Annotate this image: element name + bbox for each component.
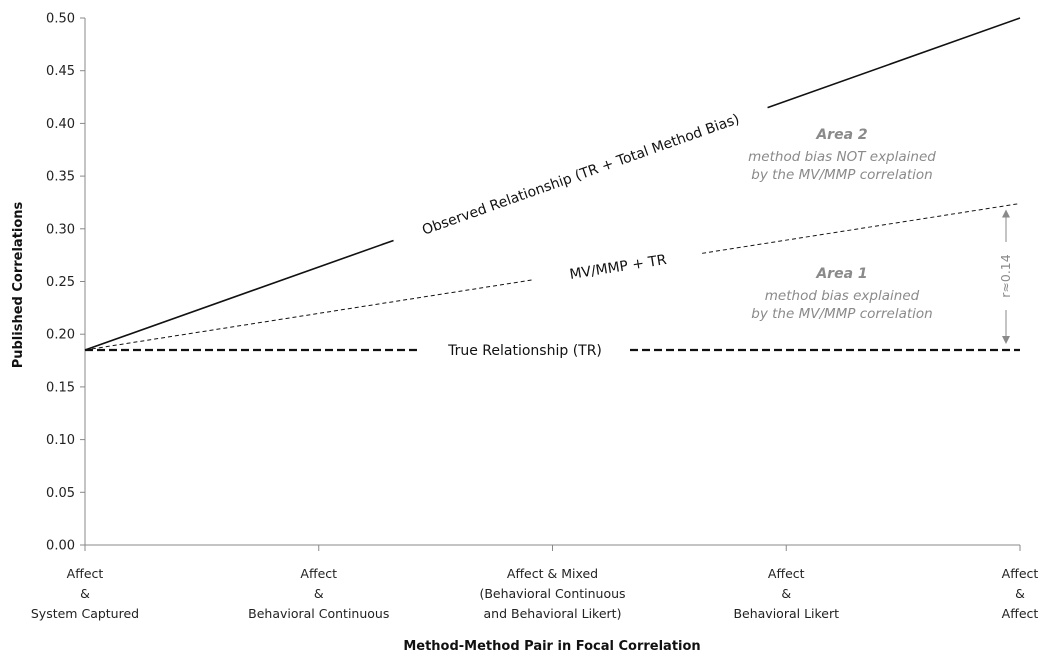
series-observed-segment (84, 239, 394, 351)
y-axis-title: Published Correlations (11, 201, 26, 368)
x-tick-label-line: & (781, 586, 791, 601)
area1-description: by the MV/MMP correlation (751, 306, 932, 322)
gap-label: r≈0.14 (998, 254, 1013, 297)
x-tick-label-line: System Captured (31, 606, 139, 621)
x-tick-label: Affect & Affect (1002, 566, 1039, 621)
y-ticks: 0.00 0.05 0.10 0.15 0.20 0.25 0.30 0.35 0.40 0.45… (46, 12, 85, 554)
area2-description: method bias NOT explained (748, 149, 936, 165)
x-tick-label-line: Behavioral Continuous (248, 606, 389, 621)
area2-title: Area 2 (815, 127, 867, 143)
y-tick-label: 0.15 (46, 380, 75, 395)
y-tick-label: 0.50 (46, 12, 75, 27)
area1-title: Area 1 (815, 266, 867, 282)
area2-description: by the MV/MMP correlation (751, 167, 932, 183)
y-tick-label: 0.00 (46, 539, 75, 554)
y-tick-label: 0.05 (46, 486, 75, 501)
area2-annotation: Area 2 method bias NOT explained by the MV… (748, 127, 936, 183)
y-tick-label: 0.45 (46, 64, 75, 79)
x-tick-label-line: and Behavioral Likert) (484, 606, 622, 621)
x-tick-label-line: Affect & Mixed (507, 566, 598, 581)
gap-arrow-head-up (1002, 209, 1010, 218)
y-tick-label: 0.10 (46, 433, 75, 448)
x-tick-label-line: Behavioral Likert (733, 606, 839, 621)
series-mv-mmp-segment (702, 203, 1021, 254)
x-tick-label-line: & (80, 586, 90, 601)
x-tick-label: Affect & Behavioral Continuous (248, 566, 389, 621)
x-tick-label-line: Affect (300, 566, 337, 581)
series-mv-mmp-segment (84, 279, 534, 351)
x-tick-label: Affect & System Captured (31, 566, 139, 621)
y-tick-label: 0.40 (46, 117, 75, 132)
area1-description: method bias explained (765, 288, 920, 304)
series-mv-mmp-label: MV/MMP + TR (569, 252, 668, 283)
area1-annotation: Area 1 method bias explained by the MV/MMP… (751, 266, 932, 322)
x-ticks: Affect & System Captured Affect & Behavioral … (31, 545, 1039, 621)
x-tick-label-line: & (1015, 586, 1025, 601)
x-tick-label-line: & (314, 586, 324, 601)
gap-arrow: r≈0.14 (998, 209, 1013, 345)
axes (84, 18, 1020, 546)
x-tick-label-line: Affect (1002, 606, 1039, 621)
y-tick-label: 0.35 (46, 170, 75, 185)
y-tick-label: 0.25 (46, 275, 75, 290)
x-tick-label: Affect & Mixed (Behavioral Continuous and … (479, 566, 625, 621)
x-tick-label-line: Affect (67, 566, 104, 581)
series-true-relationship-label: True Relationship (TR) (447, 343, 602, 359)
series-mv-mmp: MV/MMP + TR (84, 203, 1021, 351)
x-tick-label: Affect & Behavioral Likert (733, 566, 839, 621)
series-observed-label: Observed Relationship (TR + Total Method… (420, 111, 742, 238)
x-tick-label-line: Affect (768, 566, 805, 581)
x-axis-title: Method-Method Pair in Focal Correlation (403, 639, 700, 654)
series-true-relationship: True Relationship (TR) (85, 343, 1020, 359)
x-tick-label-line: Affect (1002, 566, 1039, 581)
series-observed-segment (767, 17, 1021, 109)
annotations: Area 2 method bias NOT explained by the MV… (748, 127, 1013, 345)
x-tick-label-line: (Behavioral Continuous (479, 586, 625, 601)
y-tick-label: 0.20 (46, 328, 75, 343)
y-tick-label: 0.30 (46, 222, 75, 237)
gap-arrow-head-down (1002, 336, 1010, 345)
